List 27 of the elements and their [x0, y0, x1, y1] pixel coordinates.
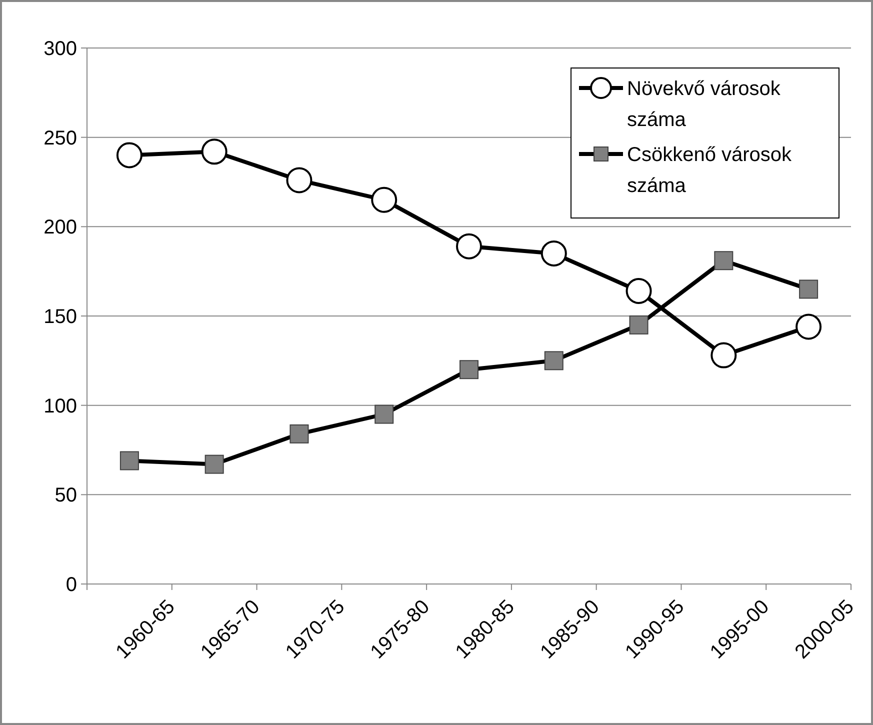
- point: [629, 315, 648, 334]
- point: [286, 167, 312, 194]
- point: [120, 451, 139, 470]
- point: [204, 454, 224, 474]
- point: [374, 404, 394, 424]
- y-tick-label: 150: [44, 306, 77, 328]
- y-tick-label: 100: [44, 395, 77, 418]
- point: [540, 240, 567, 266]
- y-tick-label: 300: [44, 38, 77, 60]
- legend-label: Növekvő városok száma: [627, 78, 782, 131]
- point: [290, 424, 309, 444]
- y-tick-label: 200: [44, 216, 77, 239]
- y-tick-label: 250: [44, 127, 77, 150]
- point: [796, 314, 822, 340]
- point: [799, 280, 818, 299]
- point: [456, 233, 482, 260]
- legend-label: Csökkenő városok száma: [627, 144, 793, 197]
- point: [371, 186, 398, 213]
- point: [714, 251, 734, 270]
- point: [201, 138, 228, 165]
- y-tick-label: 0: [66, 574, 77, 596]
- point: [116, 142, 142, 168]
- point: [710, 342, 737, 368]
- point: [626, 278, 652, 304]
- point: [460, 360, 478, 380]
- point: [544, 351, 564, 370]
- y-tick-label: 50: [54, 484, 77, 507]
